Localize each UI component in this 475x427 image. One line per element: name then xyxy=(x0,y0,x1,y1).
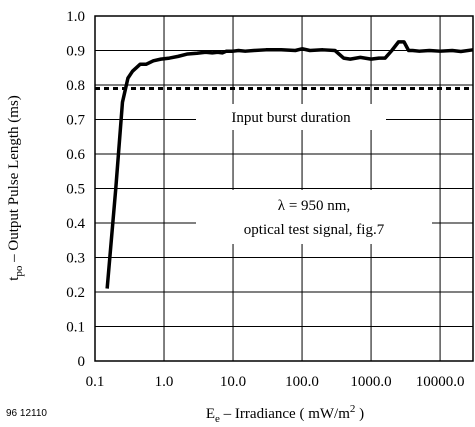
x-axis-title: Ee – Irradiance ( mW/m2 ) xyxy=(206,403,364,425)
y-tick-label: 1.0 xyxy=(66,9,85,25)
y-tick-label: 0.3 xyxy=(66,251,85,267)
y-tick-label: 0.2 xyxy=(66,285,85,301)
y-tick-labels: 0 0.1 0.2 0.3 0.4 0.5 0.6 0.7 0.8 0.9 1.0 xyxy=(66,9,85,370)
y-tick-label: 0.8 xyxy=(66,78,85,94)
y-tick-label: 0.1 xyxy=(66,320,85,336)
y-tick-label: 0 xyxy=(78,354,86,370)
x-tick-label: 10.0 xyxy=(220,374,246,390)
x-tick-labels: 0.1 1.0 10.0 100.0 1000.0 10000.0 xyxy=(86,374,465,390)
x-tick-label: 10000.0 xyxy=(416,374,465,390)
x-tick-label: 1000.0 xyxy=(350,374,391,390)
burst-label-bg xyxy=(196,104,386,130)
burst-label: Input burst duration xyxy=(231,110,351,126)
y-tick-label: 0.7 xyxy=(66,113,85,129)
y-tick-label: 0.5 xyxy=(66,182,85,198)
x-tick-label: 100.0 xyxy=(285,374,319,390)
signal-label: optical test signal, fig.7 xyxy=(244,222,385,238)
series-layer xyxy=(95,40,474,289)
condition-label-bg xyxy=(196,190,432,244)
output-pulse-length-line xyxy=(105,40,474,289)
x-tick-label: 1.0 xyxy=(155,374,174,390)
y-tick-label: 0.9 xyxy=(66,44,85,60)
figure-id: 96 12110 xyxy=(6,408,47,419)
y-tick-label: 0.6 xyxy=(66,147,85,163)
grid xyxy=(95,16,473,361)
y-tick-label: 0.4 xyxy=(66,216,85,232)
lambda-label: λ = 950 nm, xyxy=(278,198,350,214)
x-tick-label: 0.1 xyxy=(86,374,105,390)
y-axis-title: tpo – Output Pulse Length (ms) xyxy=(6,95,25,281)
plot-frame xyxy=(94,15,474,362)
